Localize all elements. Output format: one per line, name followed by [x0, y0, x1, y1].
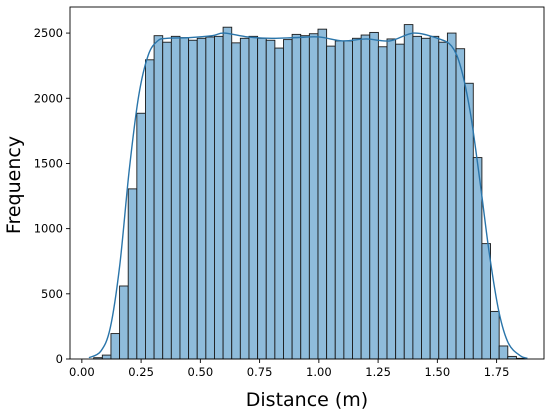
histogram-bar [429, 35, 440, 360]
x-axis-ticks: 0.00 0.25 0.50 0.75 1.00 1.25 1.50 1.75 [69, 359, 509, 379]
histogram-bar [369, 31, 379, 360]
histogram-bar [455, 48, 466, 360]
y-tick-label: 1000 [34, 222, 63, 236]
y-tick-label: 1500 [34, 156, 63, 170]
histogram-bar [145, 59, 155, 360]
y-tick-label: 2500 [34, 26, 63, 40]
histogram-bar [343, 40, 353, 360]
histogram-bar [334, 40, 345, 360]
histogram-bar [412, 35, 422, 360]
histogram-bar [248, 35, 259, 360]
y-axis-title: Frequency [3, 136, 25, 234]
histogram-bar [257, 37, 267, 360]
y-tick-label: 0 [56, 352, 63, 366]
histogram-bar [179, 37, 190, 360]
histogram-bar [490, 310, 500, 360]
y-tick-label: 500 [41, 287, 63, 301]
histogram-bar [274, 47, 284, 360]
histogram-bar [326, 45, 336, 360]
bars-group [93, 24, 526, 360]
kde-curve [88, 32, 528, 360]
histogram-bar [386, 38, 397, 360]
histogram-bar [446, 32, 457, 360]
plot-frame [69, 6, 545, 360]
histogram-bar [438, 41, 448, 360]
y-tick-label: 2000 [34, 91, 63, 105]
histogram-bar [283, 39, 293, 360]
histogram-bar [395, 43, 405, 360]
y-axis-ticks: 0 500 1000 1500 2000 2500 [34, 26, 70, 366]
histogram-bar [127, 188, 138, 360]
x-tick-label: 0.25 [128, 365, 154, 379]
histogram-bar [170, 35, 181, 360]
histogram-bar [153, 35, 164, 360]
histogram-bar [360, 34, 371, 360]
x-tick-label: 0.50 [188, 365, 214, 379]
histogram-bar [101, 354, 112, 360]
histogram-bar [377, 46, 388, 360]
histogram-bar [498, 345, 509, 360]
histogram-bar [196, 37, 207, 360]
histogram-bar [136, 112, 146, 360]
x-tick-label: 1.50 [425, 365, 451, 379]
histogram-bar [188, 39, 198, 360]
histogram-bar [265, 39, 276, 360]
histogram-bar [300, 35, 310, 360]
x-axis-title: Distance (m) [246, 389, 368, 411]
histogram-bar [222, 26, 233, 360]
histogram-bar [239, 37, 250, 360]
histogram-bar [421, 37, 431, 360]
x-tick-label: 0.75 [247, 365, 273, 379]
x-tick-label: 1.00 [306, 365, 332, 379]
histogram-bar [291, 33, 302, 360]
histogram-bar [110, 333, 121, 360]
histogram-bar [481, 243, 491, 360]
histogram-bar [352, 37, 362, 360]
histogram-bar [403, 24, 414, 360]
histogram-bar [231, 42, 241, 360]
histogram-bar [119, 285, 129, 360]
histogram-bar [205, 36, 215, 360]
x-tick-label: 1.25 [365, 365, 391, 379]
histogram-bar [162, 41, 172, 360]
histogram-bar [308, 33, 319, 360]
x-tick-label: 1.75 [484, 365, 510, 379]
histogram-bar [214, 35, 224, 360]
histogram-bar [317, 28, 328, 360]
x-tick-label: 0.00 [69, 365, 95, 379]
